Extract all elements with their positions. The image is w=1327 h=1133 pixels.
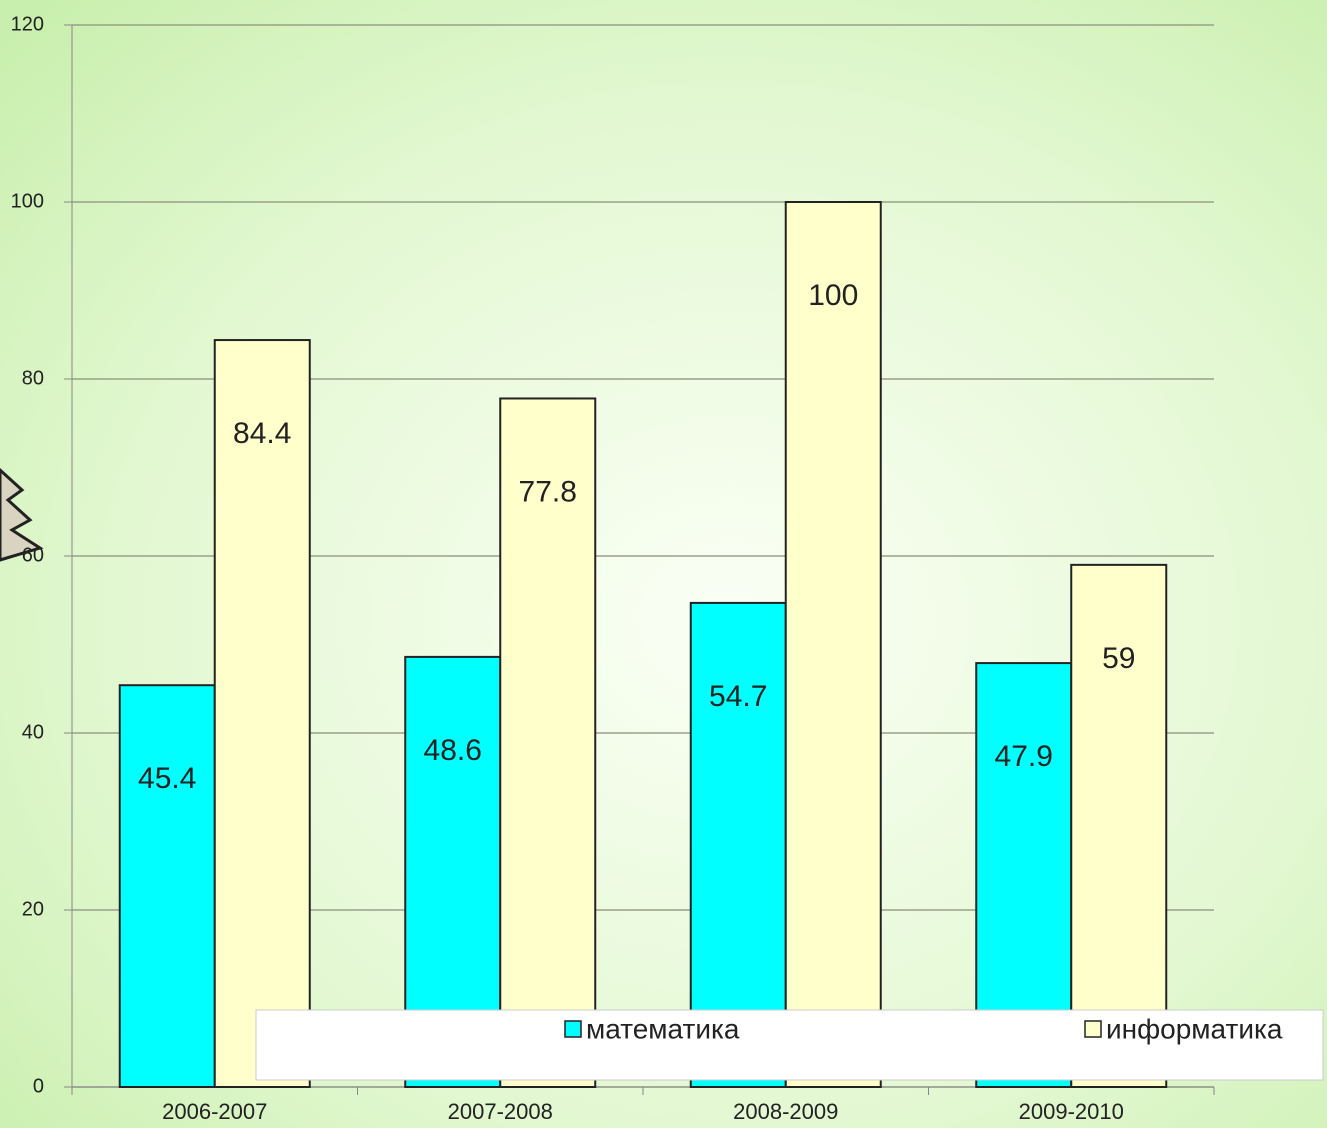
bar <box>213 339 311 1088</box>
x-tick-label: 2008-2009 <box>733 1099 838 1124</box>
bar <box>784 201 882 1088</box>
legend <box>255 1009 1324 1081</box>
y-tick-label: 60 <box>22 544 44 566</box>
data-label: 84.4 <box>233 417 291 450</box>
y-tick-label: 40 <box>22 721 44 743</box>
data-label: 45.4 <box>138 762 196 795</box>
x-tick-label: 2007-2008 <box>448 1099 553 1124</box>
data-label: 77.8 <box>519 475 577 508</box>
legend-swatch <box>564 1020 582 1038</box>
bar <box>689 601 787 1089</box>
data-label: 100 <box>808 279 858 312</box>
y-tick-label: 100 <box>11 190 44 212</box>
data-label: 54.7 <box>709 680 767 713</box>
decoration <box>0 467 44 562</box>
y-tick-label: 0 <box>33 1075 44 1097</box>
legend-swatch <box>1084 1020 1102 1038</box>
data-label: 47.9 <box>995 740 1053 773</box>
data-label: 59 <box>1102 642 1135 675</box>
bar <box>1070 563 1168 1088</box>
bar <box>499 397 597 1089</box>
data-label: 48.6 <box>424 734 482 767</box>
y-tick-label: 20 <box>22 898 44 920</box>
x-tick-label: 2006-2007 <box>162 1099 267 1124</box>
y-tick-label: 120 <box>11 13 44 35</box>
legend-label: математика <box>586 1013 740 1044</box>
x-tick-label: 2009-2010 <box>1019 1099 1124 1124</box>
bar <box>118 684 216 1089</box>
legend-label: информатика <box>1106 1013 1283 1044</box>
y-tick-label: 80 <box>22 367 44 389</box>
